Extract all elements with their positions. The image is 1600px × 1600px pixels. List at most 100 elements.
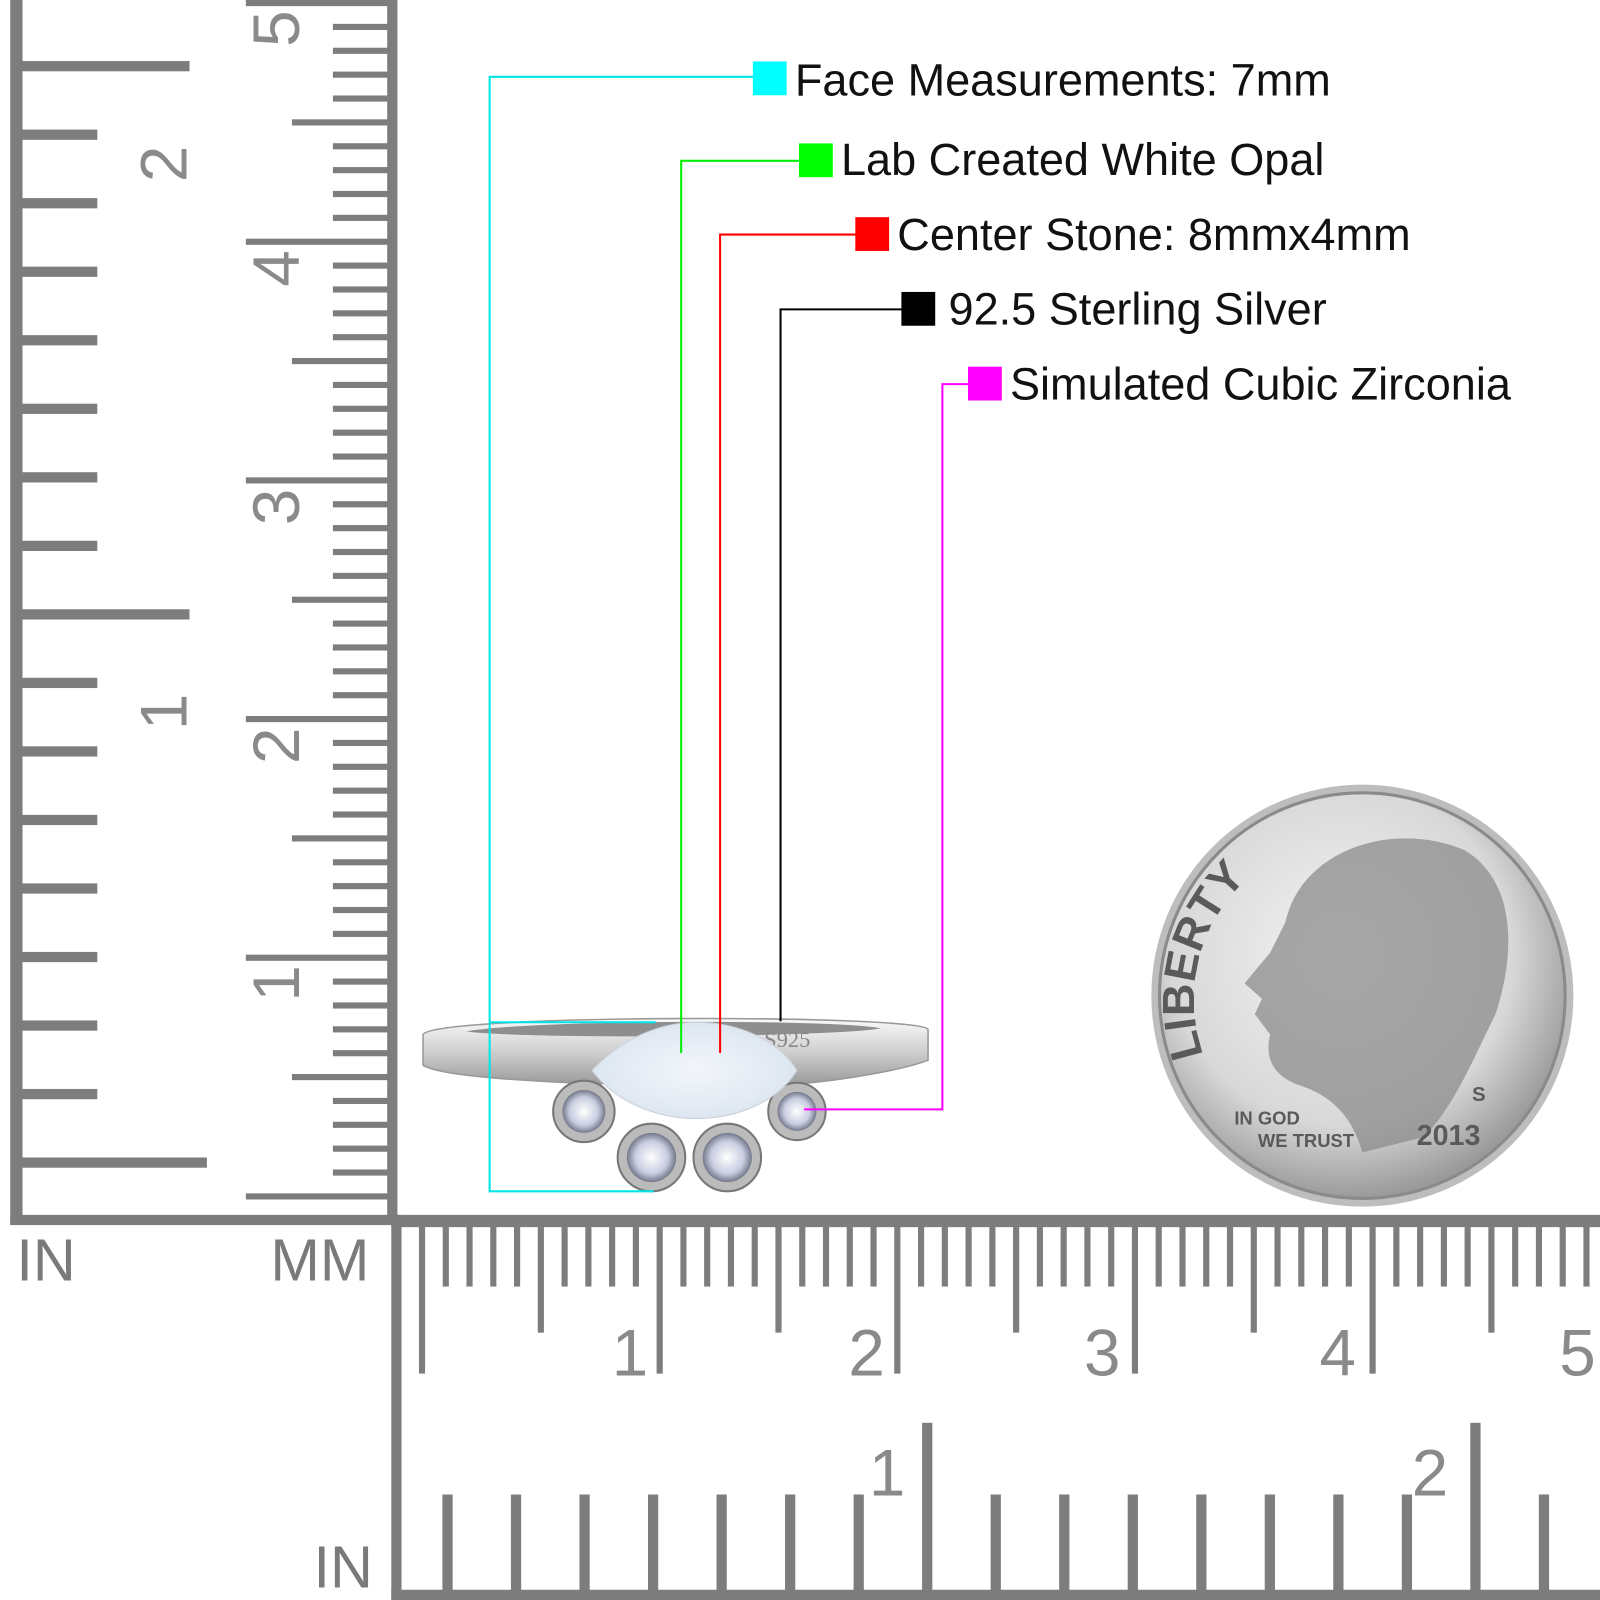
ruler-edge — [391, 1214, 1600, 1228]
mm-tick — [332, 381, 390, 389]
inch-unit-label: IN — [313, 1534, 372, 1600]
mm-tick — [332, 1121, 390, 1128]
coin-mint-mark: S — [1472, 1083, 1486, 1106]
inch-tick — [1264, 1494, 1275, 1592]
mm-tick — [1179, 1225, 1186, 1287]
mm-tick — [418, 1225, 426, 1374]
inch-tick — [20, 1157, 207, 1168]
mm-tick — [775, 1225, 782, 1333]
mm-tick — [332, 668, 390, 675]
mm-tick — [490, 1225, 497, 1287]
ruler-edge — [391, 1214, 402, 1600]
inch-tick — [1059, 1494, 1070, 1592]
inch-tick — [579, 1494, 590, 1592]
inch-tick — [1196, 1494, 1207, 1592]
inch-tick — [20, 472, 98, 483]
mm-tick — [332, 859, 390, 866]
inch-tick — [20, 746, 98, 757]
coin-motto: WE TRUST — [1258, 1130, 1355, 1151]
inch-tick — [20, 266, 98, 277]
mm-tick — [1535, 1225, 1543, 1287]
mm-tick — [291, 358, 390, 365]
mm-tick — [332, 286, 390, 293]
mm-tick — [1298, 1225, 1305, 1287]
ruler-number: 4 — [240, 250, 313, 286]
mm-tick — [332, 1145, 390, 1152]
inch-tick — [20, 951, 98, 963]
mm-tick — [1203, 1225, 1210, 1287]
mm-tick — [1321, 1225, 1329, 1287]
mm-tick — [680, 1225, 687, 1287]
ruler-edge — [10, 0, 23, 1225]
inch-tick — [20, 814, 98, 826]
mm-tick — [332, 930, 390, 937]
mm-tick — [609, 1225, 616, 1287]
inch-tick — [20, 129, 98, 140]
ruler-number: 2 — [240, 727, 313, 763]
mm-tick — [1393, 1225, 1400, 1287]
legend-label: 92.5 Sterling Silver — [949, 284, 1327, 335]
mm-unit-label: MM — [270, 1226, 369, 1293]
mm-tick — [332, 262, 390, 269]
mm-tick — [332, 620, 390, 627]
mm-tick — [332, 167, 390, 174]
inch-tick — [647, 1494, 659, 1592]
inch-tick — [20, 677, 98, 689]
mm-tick — [332, 310, 390, 317]
vertical-ruler: 2 1 5 4 3 2 1 — [10, 0, 398, 1226]
mm-tick — [245, 716, 390, 723]
inch-tick — [1538, 1494, 1550, 1592]
mm-tick — [656, 1225, 663, 1374]
mm-tick — [332, 1002, 390, 1009]
mm-tick — [941, 1225, 948, 1287]
mm-tick — [332, 644, 390, 651]
mm-tick — [1559, 1225, 1566, 1287]
opal-stone — [591, 1021, 798, 1120]
mm-tick — [1226, 1225, 1234, 1287]
cz-stone — [702, 1132, 752, 1183]
mm-tick — [1440, 1225, 1447, 1287]
legend-swatch — [752, 61, 787, 96]
mm-tick — [1512, 1225, 1519, 1287]
mm-tick — [332, 190, 390, 198]
inch-tick — [1401, 1494, 1413, 1592]
mm-tick — [989, 1225, 996, 1287]
callout-face-measurements — [488, 75, 756, 1193]
legend-label: Face Measurements: 7mm — [795, 54, 1331, 105]
ruler-edge — [391, 1589, 1600, 1600]
mm-tick — [632, 1225, 639, 1287]
mm-tick — [332, 906, 390, 914]
mm-tick — [332, 525, 390, 532]
mm-tick — [332, 453, 390, 460]
inch-tick — [20, 1088, 98, 1100]
mm-tick — [1369, 1225, 1376, 1374]
ruler-number: 5 — [240, 10, 313, 46]
mm-tick — [332, 214, 390, 221]
mm-tick — [1583, 1225, 1590, 1287]
mm-tick — [332, 501, 390, 508]
ruler-number: 2 — [127, 146, 200, 182]
ruler-edge — [10, 1214, 398, 1226]
portrait — [1244, 838, 1509, 1153]
mm-tick — [245, 0, 390, 7]
ruler-number: 5 — [1559, 1317, 1595, 1390]
mm-tick — [1155, 1225, 1162, 1287]
mm-tick — [332, 739, 390, 747]
mm-tick — [291, 596, 390, 603]
mm-tick — [332, 787, 390, 794]
mm-tick — [332, 883, 390, 890]
ruler-number: 2 — [848, 1317, 884, 1390]
mm-tick — [704, 1225, 711, 1287]
mm-tick — [442, 1225, 449, 1287]
inch-tick — [20, 1020, 98, 1031]
cz-stone — [626, 1132, 677, 1183]
mm-tick — [332, 1169, 390, 1176]
mm-tick — [585, 1225, 592, 1287]
inch-tick — [20, 540, 98, 551]
mm-tick — [245, 238, 390, 245]
mm-tick — [1013, 1225, 1020, 1333]
inch-tick — [853, 1494, 864, 1592]
inch-tick — [1127, 1494, 1138, 1592]
inch-tick — [20, 609, 190, 620]
